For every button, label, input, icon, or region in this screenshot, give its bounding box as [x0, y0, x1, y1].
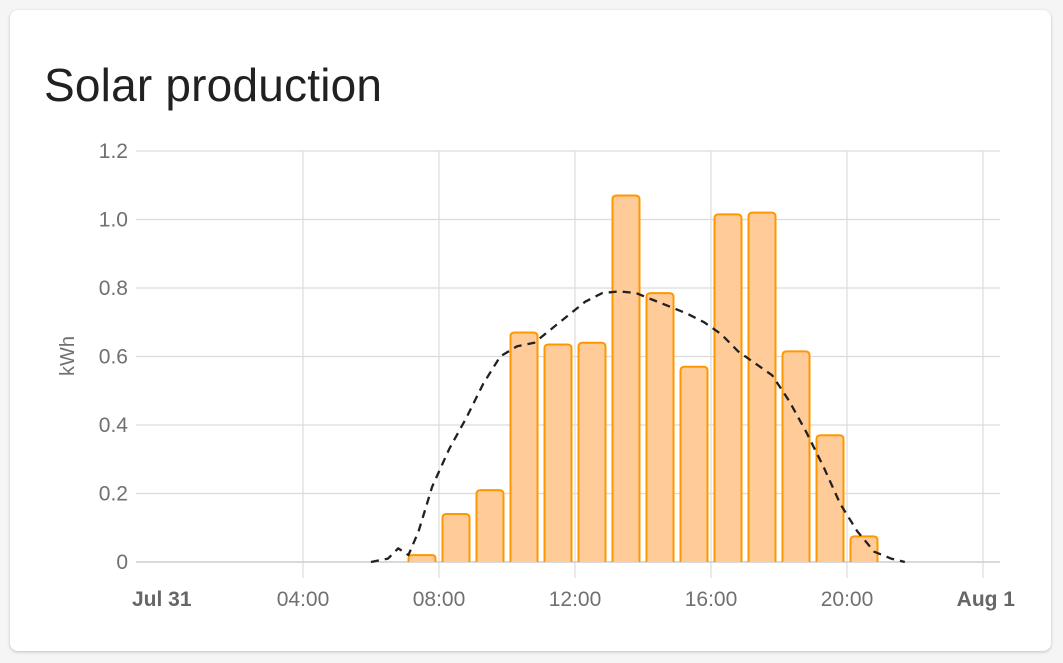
bar [747, 211, 777, 562]
y-tick-label: 0.4 [99, 414, 129, 437]
bar [611, 194, 641, 562]
bar [679, 365, 709, 562]
y-tick-label: 1.0 [99, 209, 128, 232]
bar [849, 535, 879, 562]
x-tick-label: Jul 31 [132, 588, 192, 611]
bar [815, 434, 845, 562]
x-tick-label: Aug 1 [957, 588, 1016, 611]
bar [509, 331, 539, 562]
x-tick-label: 20:00 [821, 588, 874, 611]
forecast-line [370, 290, 906, 564]
y-tick-label: 0.8 [99, 277, 128, 300]
bar [713, 213, 743, 562]
x-tick-label: 12:00 [549, 588, 602, 611]
x-tick-label: 08:00 [413, 588, 466, 611]
card-title: Solar production [44, 59, 383, 111]
bar [441, 513, 471, 562]
y-tick-label: 0.6 [99, 346, 128, 369]
bar [781, 350, 811, 562]
bar [645, 292, 675, 562]
y-axis-label: kWh [57, 336, 79, 376]
y-tick-label: 1.2 [99, 140, 128, 163]
x-tick-label: 16:00 [685, 588, 738, 611]
y-tick-label: 0.2 [99, 483, 128, 506]
bar [475, 489, 505, 562]
x-tick-label: 04:00 [277, 588, 330, 611]
bar [407, 554, 437, 562]
y-tick-label: 0 [116, 551, 128, 574]
bar [543, 343, 573, 562]
bar [577, 341, 607, 562]
